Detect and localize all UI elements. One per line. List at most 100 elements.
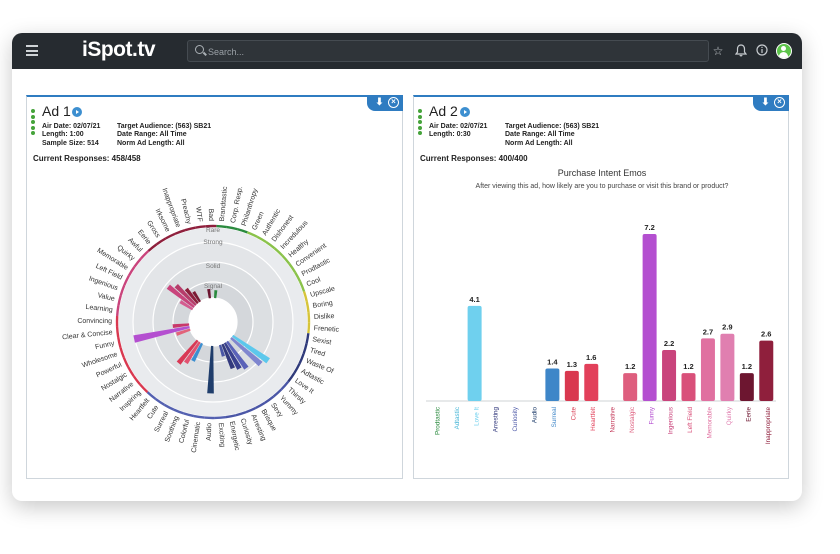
info-icon[interactable] xyxy=(755,44,769,58)
emotion-label: Colorful xyxy=(178,419,191,445)
category-tick-label: Quirky xyxy=(726,406,733,425)
category-band xyxy=(115,305,120,317)
bar[interactable] xyxy=(564,370,579,401)
emotion-wedge[interactable] xyxy=(172,323,190,329)
emotion-wedge[interactable] xyxy=(207,345,214,394)
bar[interactable] xyxy=(700,338,715,401)
category-band xyxy=(119,347,125,358)
category-band xyxy=(236,227,248,234)
bar-value-label: 1.2 xyxy=(742,362,752,371)
user-avatar[interactable] xyxy=(776,43,792,59)
category-band xyxy=(225,414,237,419)
category-tick-label: Nostalgic xyxy=(629,407,636,433)
menu-icon[interactable] xyxy=(26,45,38,56)
category-band xyxy=(256,235,267,244)
category-band xyxy=(265,241,276,250)
search-input[interactable] xyxy=(208,44,688,59)
bar[interactable] xyxy=(662,349,677,401)
emotion-wedge[interactable] xyxy=(230,337,263,367)
search-box[interactable] xyxy=(187,40,709,62)
emotion-wedge[interactable] xyxy=(176,339,199,365)
emotion-wedge[interactable] xyxy=(184,287,199,305)
emotion-wedge[interactable] xyxy=(174,283,197,306)
drag-handle-icon[interactable] xyxy=(418,109,423,137)
category-band xyxy=(287,372,296,383)
drag-handle-icon[interactable] xyxy=(31,109,36,137)
download-icon[interactable]: ⬇ xyxy=(375,97,384,108)
chart-title: Purchase Intent Emos xyxy=(557,168,647,178)
category-band xyxy=(298,353,305,365)
current-responses: Current Responses: 458/458 xyxy=(33,154,141,163)
app-window: iSpot.tv ☆ ⬇ × Ad 1 Air Date: 02/07/21 L… xyxy=(12,33,802,501)
star-icon[interactable]: ☆ xyxy=(712,44,724,58)
bell-icon[interactable] xyxy=(734,44,748,58)
bar[interactable] xyxy=(720,333,735,401)
emotion-wedge[interactable] xyxy=(192,290,201,303)
search-icon xyxy=(195,45,204,54)
category-band xyxy=(302,291,309,302)
category-band xyxy=(123,275,130,286)
emotion-label: Funny xyxy=(95,340,116,351)
bar[interactable] xyxy=(545,368,560,401)
category-band xyxy=(154,397,166,406)
ispot-logo[interactable]: iSpot.tv xyxy=(82,38,156,61)
ad-meta-right: Target Audience: (563) SB21 Date Range: … xyxy=(117,123,211,148)
current-responses: Current Responses: 400/400 xyxy=(420,154,528,163)
download-icon[interactable]: ⬇ xyxy=(761,97,770,108)
purchase-intent-bar-chart: Prodtastic Adtastic 4.1 Love It Arresting Cur… xyxy=(426,223,776,444)
emotion-wedge[interactable] xyxy=(231,334,270,364)
bar[interactable] xyxy=(739,373,754,401)
ad-length: Length: 0:30 xyxy=(429,131,471,139)
emotion-label: Cool xyxy=(306,276,322,288)
bar[interactable] xyxy=(623,373,638,401)
bar[interactable] xyxy=(584,363,599,401)
radial-ring xyxy=(188,297,238,347)
sample-size: Sample Size: 514 xyxy=(42,139,99,147)
category-tick-label: Arresting xyxy=(493,407,500,433)
category-band xyxy=(281,254,291,265)
close-icon[interactable]: × xyxy=(388,97,399,108)
emotion-wedge[interactable] xyxy=(218,344,226,357)
emotion-label: Convincing xyxy=(77,318,112,325)
bar-value-label: 4.1 xyxy=(469,295,479,304)
close-icon[interactable]: × xyxy=(774,97,785,108)
emotion-wedge[interactable] xyxy=(175,328,191,336)
category-tick-label: Surreal xyxy=(551,407,558,427)
emotion-wedge[interactable] xyxy=(179,300,194,311)
norm-ad-length: Norm Ad Length: All xyxy=(117,139,185,147)
bar-value-label: 1.2 xyxy=(625,362,635,371)
category-band xyxy=(273,247,284,257)
category-band xyxy=(127,366,135,377)
emotion-wedge[interactable] xyxy=(191,342,204,362)
air-date: Air Date: 02/07/21 xyxy=(429,123,488,130)
play-icon[interactable] xyxy=(72,107,82,117)
emotion-wedge[interactable] xyxy=(207,288,211,299)
category-band xyxy=(214,415,226,420)
category-tick-label: Audio xyxy=(532,407,539,424)
category-band xyxy=(294,271,302,283)
emotion-wedge[interactable] xyxy=(214,290,218,299)
category-tick-label: Love It xyxy=(473,407,480,426)
bar[interactable] xyxy=(681,373,696,401)
bar-value-label: 2.6 xyxy=(761,330,771,339)
bar[interactable] xyxy=(642,233,657,401)
emotion-label: Energetic xyxy=(228,421,240,452)
ring-label: Strong xyxy=(203,239,223,246)
bar[interactable] xyxy=(467,305,482,401)
emotion-wedge[interactable] xyxy=(226,340,249,370)
play-icon[interactable] xyxy=(460,107,470,117)
emotion-wedge[interactable] xyxy=(221,343,236,370)
category-tick-label: Curiosity xyxy=(512,406,519,431)
category-band xyxy=(117,294,122,306)
emotion-label: Upscale xyxy=(310,285,336,298)
category-tick-label: Adtastic xyxy=(454,407,461,429)
category-tick-label: Eerie xyxy=(746,407,753,422)
emotion-wedge[interactable] xyxy=(166,284,195,309)
emotion-wedge[interactable] xyxy=(133,325,190,343)
bar[interactable] xyxy=(759,340,774,401)
emotion-wedge[interactable] xyxy=(183,341,201,365)
category-band xyxy=(305,333,310,344)
emotion-wedge[interactable] xyxy=(223,342,242,370)
category-band xyxy=(245,406,257,414)
ad-title: Ad 2 xyxy=(429,103,458,119)
